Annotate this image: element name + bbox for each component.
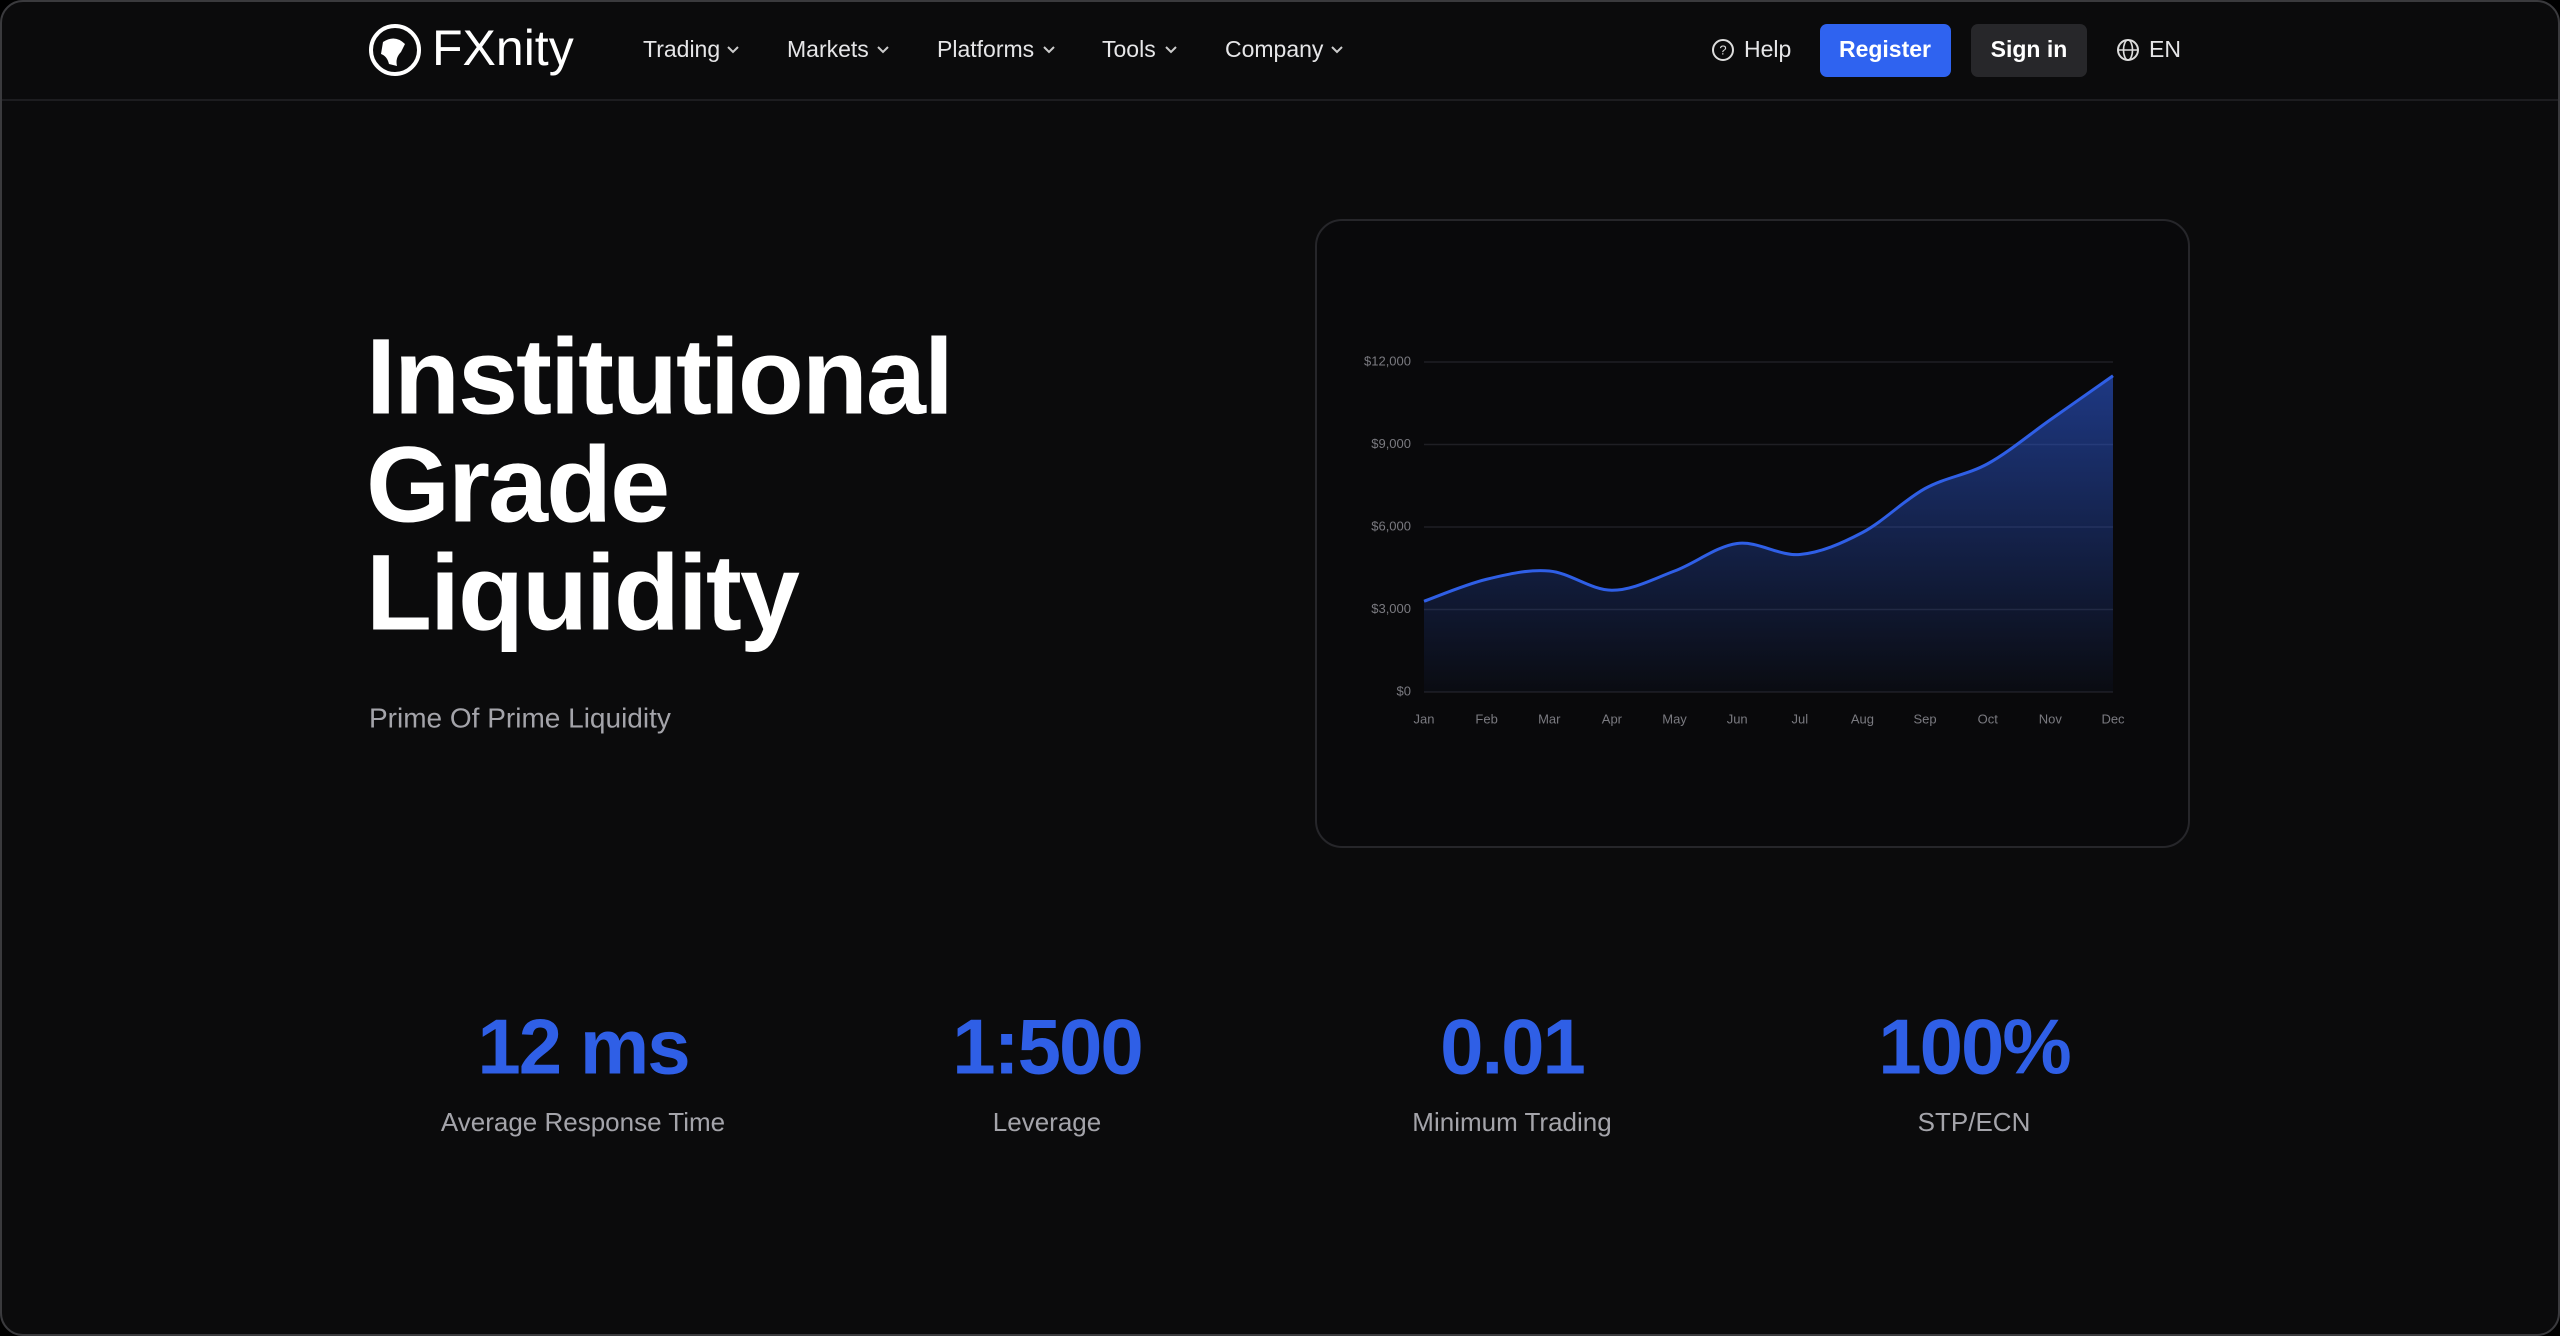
menu-item[interactable]: Platforms — [937, 36, 1034, 62]
chevron — [1165, 46, 1177, 54]
x-tick-label: Nov — [2039, 711, 2063, 726]
stat-value: 0.01 — [1440, 1003, 1584, 1091]
x-tick-label: Jun — [1727, 711, 1748, 726]
hero-title: Institutional Grade Liquidity — [366, 316, 954, 653]
x-tick-label: Jan — [1414, 711, 1435, 726]
chart: $0 $3,000 $6,000 $9,000 $12,000 Jan Feb Mar Apr M… — [1364, 353, 2125, 726]
sign-in-label[interactable]: Sign in — [1991, 36, 2068, 62]
hero-title-line: Institutional — [366, 316, 952, 437]
language-label[interactable]: EN — [2149, 36, 2181, 62]
y-tick-label: $0 — [1397, 683, 1411, 698]
chevron — [1043, 46, 1055, 54]
y-tick-label: $9,000 — [1371, 436, 1411, 451]
hero-title-line: Liquidity — [366, 532, 800, 653]
line — [1423, 374, 2114, 603]
x-tick-label: Feb — [1475, 711, 1497, 726]
hero-subtitle: Prime Of Prime Liquidity — [369, 702, 671, 733]
brand[interactable]: FXnity — [432, 20, 574, 76]
area — [1424, 375, 2113, 692]
stat-label: Average Response Time — [441, 1107, 725, 1137]
sign-in-button[interactable] — [1971, 24, 2087, 77]
stat-value: 12 ms — [477, 1003, 688, 1091]
stat-value: 100% — [1878, 1003, 2070, 1091]
x-tick-label: Oct — [1978, 711, 1999, 726]
menu-item[interactable]: Trading — [643, 36, 720, 62]
register-label[interactable]: Register — [1839, 36, 1931, 62]
help-link[interactable]: ? Help — [1712, 36, 1791, 62]
stat-value: 1:500 — [952, 1003, 1142, 1091]
menu-item[interactable]: Company — [1225, 36, 1324, 62]
stat-label: Minimum Trading — [1412, 1107, 1611, 1137]
menu-item[interactable]: Tools — [1102, 36, 1156, 62]
chevron — [727, 46, 739, 54]
stat-labels: Average Response Time Leverage Minimum T… — [441, 1107, 2030, 1137]
svg-text:?: ? — [1719, 42, 1726, 57]
menu-item[interactable]: Markets — [787, 36, 869, 62]
register-button[interactable] — [1820, 24, 1951, 77]
y-tick-label: $6,000 — [1371, 518, 1411, 533]
x-tick-label: Jul — [1792, 711, 1809, 726]
chevron — [877, 46, 889, 54]
help[interactable]: Help — [1744, 36, 1791, 62]
x-tick-label: Dec — [2101, 711, 2125, 726]
x-tick-label: Apr — [1602, 711, 1623, 726]
stat-label: Leverage — [993, 1107, 1101, 1137]
x-tick-label: Sep — [1914, 711, 1937, 726]
x-tick-label: Mar — [1538, 711, 1561, 726]
x-tick-label: Aug — [1851, 711, 1874, 726]
y-tick-label: $12,000 — [1364, 353, 1411, 368]
stat-label: STP/ECN — [1918, 1107, 2031, 1137]
stats: 12 ms 1:500 0.01 100% — [477, 1003, 2072, 1091]
menu: Trading Markets Platforms Tools Company — [643, 36, 1343, 62]
logo[interactable]: FXnity — [369, 20, 574, 76]
language[interactable]: EN — [2117, 36, 2181, 62]
y-tick-label: $3,000 — [1371, 601, 1411, 616]
hero-title-line: Grade — [366, 424, 668, 545]
chevron — [1331, 46, 1343, 54]
x-tick-label: May — [1662, 711, 1687, 726]
